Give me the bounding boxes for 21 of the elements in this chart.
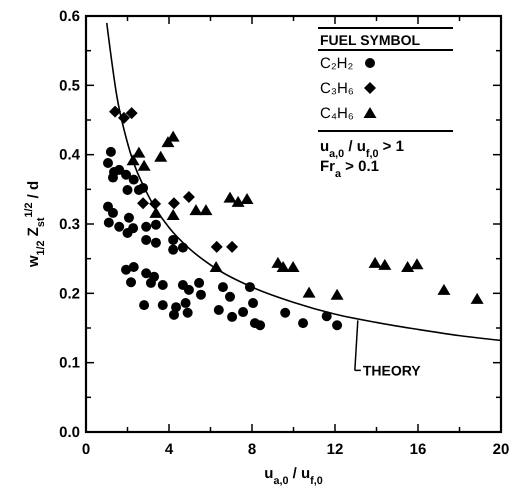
x-tick-label: 4 bbox=[164, 441, 174, 458]
x-tick-label: 0 bbox=[82, 441, 90, 458]
x-tick-label: 12 bbox=[326, 441, 344, 458]
x-tick-label: 8 bbox=[248, 441, 256, 458]
annotation: Fr$_{a}$ > 0.1 bbox=[320, 158, 379, 180]
legend-label: C₃H₆ bbox=[320, 80, 354, 97]
y-tick-label: 0.4 bbox=[59, 146, 81, 164]
y-tick-label: 0.0 bbox=[59, 424, 80, 441]
y-tick-label: 0.2 bbox=[59, 285, 80, 302]
x-tick-label: 20 bbox=[492, 441, 510, 458]
legend-label: C₂H₂ bbox=[320, 55, 354, 72]
annotation: THEORY bbox=[362, 362, 422, 378]
x-tick-label: 16 bbox=[410, 441, 426, 458]
y-tick-label: 0.3 bbox=[59, 216, 80, 233]
y-tick-label: 0.1 bbox=[59, 354, 80, 372]
annotation: u$_{a,0}$ / u$_{f,0}$ > 1 bbox=[320, 138, 404, 160]
legend-title: FUEL SYMBOL bbox=[320, 32, 421, 48]
legend-label: C₄H₆ bbox=[320, 105, 354, 122]
y-tick-label: 0.5 bbox=[59, 77, 80, 94]
y-tick-label: 0.6 bbox=[59, 8, 80, 25]
x-axis-title: u$_{a,0}$ / u$_{f,0}$ bbox=[264, 465, 323, 487]
